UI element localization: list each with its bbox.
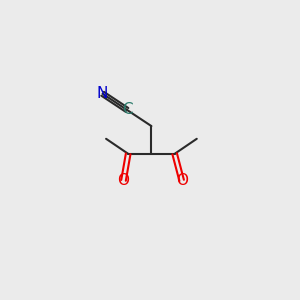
Text: C: C	[122, 102, 132, 117]
Text: O: O	[118, 173, 130, 188]
Text: O: O	[176, 173, 188, 188]
Text: N: N	[97, 86, 108, 101]
